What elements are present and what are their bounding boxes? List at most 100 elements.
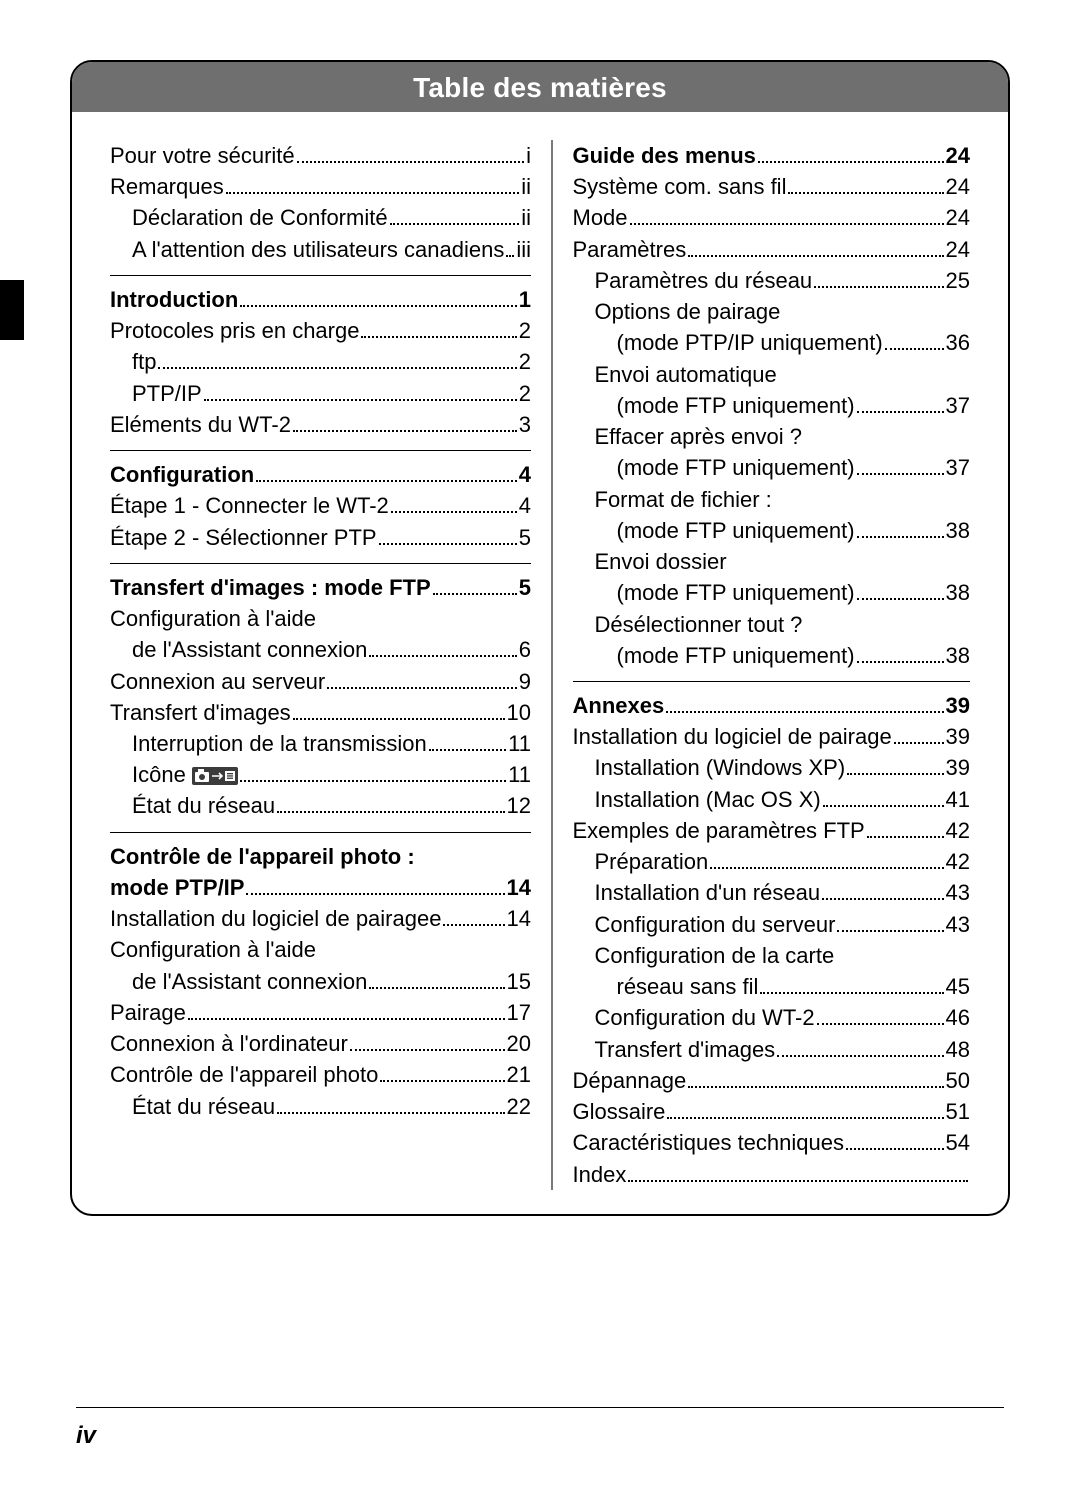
toc-entry: Contrôle de l'appareil photo 21 bbox=[110, 1059, 531, 1090]
toc-continuation: Configuration à l'aide bbox=[110, 603, 531, 634]
toc-entry: Connexion au serveur9 bbox=[110, 666, 531, 697]
toc-leader bbox=[822, 898, 943, 900]
toc-entry: Transfert d'images 48 bbox=[573, 1034, 971, 1065]
toc-page: 14 bbox=[507, 872, 531, 903]
toc-entry: Paramètres 24 bbox=[573, 234, 971, 265]
toc-entry: A l'attention des utilisateurs canadiens… bbox=[110, 234, 531, 265]
toc-leader bbox=[758, 161, 944, 163]
toc-leader bbox=[777, 1055, 943, 1057]
toc-label: mode PTP/IP bbox=[110, 872, 244, 903]
toc-label: PTP/IP bbox=[132, 378, 202, 409]
toc-leader bbox=[710, 867, 943, 869]
toc-page: 2 bbox=[519, 346, 531, 377]
toc-leader bbox=[204, 399, 517, 401]
footer-rule bbox=[76, 1407, 1004, 1408]
toc-column-left: Pour votre sécuritéiRemarquesiiDéclarati… bbox=[96, 140, 545, 1190]
toc-entry: État du réseau12 bbox=[110, 790, 531, 821]
toc-label: Pour votre sécurité bbox=[110, 140, 295, 171]
toc-entry: Installation (Mac OS X) 41 bbox=[573, 784, 971, 815]
toc-body: Pour votre sécuritéiRemarquesiiDéclarati… bbox=[72, 112, 1008, 1214]
toc-entry: Dépannage50 bbox=[573, 1065, 971, 1096]
toc-leader bbox=[277, 1112, 504, 1114]
toc-label: Installation du logiciel de pairagee bbox=[110, 903, 441, 934]
toc-label: ftp bbox=[132, 346, 156, 377]
toc-entry: Préparation42 bbox=[573, 846, 971, 877]
toc-label: réseau sans fil bbox=[617, 971, 759, 1002]
toc-page: 25 bbox=[946, 265, 970, 296]
toc-page: 42 bbox=[946, 846, 970, 877]
toc-leader bbox=[823, 805, 944, 807]
toc-entry: Remarquesii bbox=[110, 171, 531, 202]
toc-label: Introduction bbox=[110, 284, 238, 315]
toc-entry: Connexion à l'ordinateur 20 bbox=[110, 1028, 531, 1059]
toc-leader bbox=[630, 223, 944, 225]
toc-page: 21 bbox=[507, 1059, 531, 1090]
toc-leader bbox=[628, 1180, 968, 1182]
toc-entry: Configuration4 bbox=[110, 459, 531, 490]
toc-label: Connexion à l'ordinateur bbox=[110, 1028, 348, 1059]
toc-leader bbox=[256, 480, 517, 482]
toc-label: Glossaire bbox=[573, 1096, 666, 1127]
toc-label: Installation (Windows XP) bbox=[595, 752, 846, 783]
toc-label: (mode FTP uniquement) bbox=[617, 577, 855, 608]
toc-leader bbox=[837, 930, 943, 932]
section-separator bbox=[110, 275, 531, 276]
toc-label: Paramètres bbox=[573, 234, 687, 265]
toc-page: 39 bbox=[946, 721, 970, 752]
toc-leader bbox=[380, 1080, 504, 1082]
toc-title: Table des matières bbox=[72, 62, 1008, 112]
toc-page: 48 bbox=[946, 1034, 970, 1065]
toc-label: (mode FTP uniquement) bbox=[617, 452, 855, 483]
toc-label: Transfert d'images : mode FTP bbox=[110, 572, 431, 603]
toc-page: 12 bbox=[507, 790, 531, 821]
toc-entry: Transfert d'images : mode FTP 5 bbox=[110, 572, 531, 603]
toc-label: Caractéristiques techniques bbox=[573, 1127, 844, 1158]
toc-entry: de l'Assistant connexion6 bbox=[110, 634, 531, 665]
toc-continuation: Effacer après envoi ? bbox=[573, 421, 971, 452]
toc-page: 14 bbox=[507, 903, 531, 934]
toc-entry: Pour votre sécuritéi bbox=[110, 140, 531, 171]
section-separator bbox=[573, 681, 971, 682]
toc-entry: Installation du logiciel de pairagee 14 bbox=[110, 903, 531, 934]
toc-leader bbox=[846, 1148, 944, 1150]
toc-page: 5 bbox=[519, 572, 531, 603]
toc-label: Icône bbox=[132, 759, 238, 790]
toc-leader bbox=[857, 411, 944, 413]
toc-page: 42 bbox=[946, 815, 970, 846]
toc-entry: Introduction1 bbox=[110, 284, 531, 315]
toc-label: Configuration du WT-2 bbox=[595, 1002, 815, 1033]
toc-leader bbox=[379, 543, 517, 545]
toc-label: Étape 2 - Sélectionner PTP bbox=[110, 522, 377, 553]
toc-entry: Paramètres du réseau25 bbox=[573, 265, 971, 296]
toc-label: Guide des menus bbox=[573, 140, 756, 171]
toc-page: 20 bbox=[507, 1028, 531, 1059]
toc-leader bbox=[857, 661, 944, 663]
toc-page: 24 bbox=[946, 234, 970, 265]
toc-leader bbox=[814, 286, 943, 288]
toc-page: 39 bbox=[946, 690, 970, 721]
toc-label: Transfert d'images bbox=[595, 1034, 776, 1065]
toc-entry: Déclaration de Conformitéii bbox=[110, 202, 531, 233]
camera-send-icon bbox=[192, 762, 238, 787]
toc-label: Annexes bbox=[573, 690, 665, 721]
toc-label: (mode FTP uniquement) bbox=[617, 390, 855, 421]
toc-continuation: Configuration de la carte bbox=[573, 940, 971, 971]
toc-entry: réseau sans fil45 bbox=[573, 971, 971, 1002]
toc-entry: Pairage17 bbox=[110, 997, 531, 1028]
page: Table des matières Pour votre sécuritéiR… bbox=[0, 0, 1080, 1486]
toc-page: 39 bbox=[946, 752, 970, 783]
toc-label: de l'Assistant connexion bbox=[132, 634, 367, 665]
toc-page: 38 bbox=[946, 577, 970, 608]
toc-label: Mode bbox=[573, 202, 628, 233]
toc-entry: Icône 11 bbox=[110, 759, 531, 790]
toc-page: 50 bbox=[946, 1065, 970, 1096]
toc-entry: Interruption de la transmission11 bbox=[110, 728, 531, 759]
toc-page: ii bbox=[521, 171, 531, 202]
toc-page: 41 bbox=[946, 784, 970, 815]
toc-leader bbox=[361, 336, 516, 338]
toc-label: Installation (Mac OS X) bbox=[595, 784, 821, 815]
toc-label: Contrôle de l'appareil photo bbox=[110, 1059, 378, 1090]
toc-leader bbox=[226, 192, 520, 194]
toc-continuation: Format de fichier : bbox=[573, 484, 971, 515]
toc-label: Pairage bbox=[110, 997, 186, 1028]
